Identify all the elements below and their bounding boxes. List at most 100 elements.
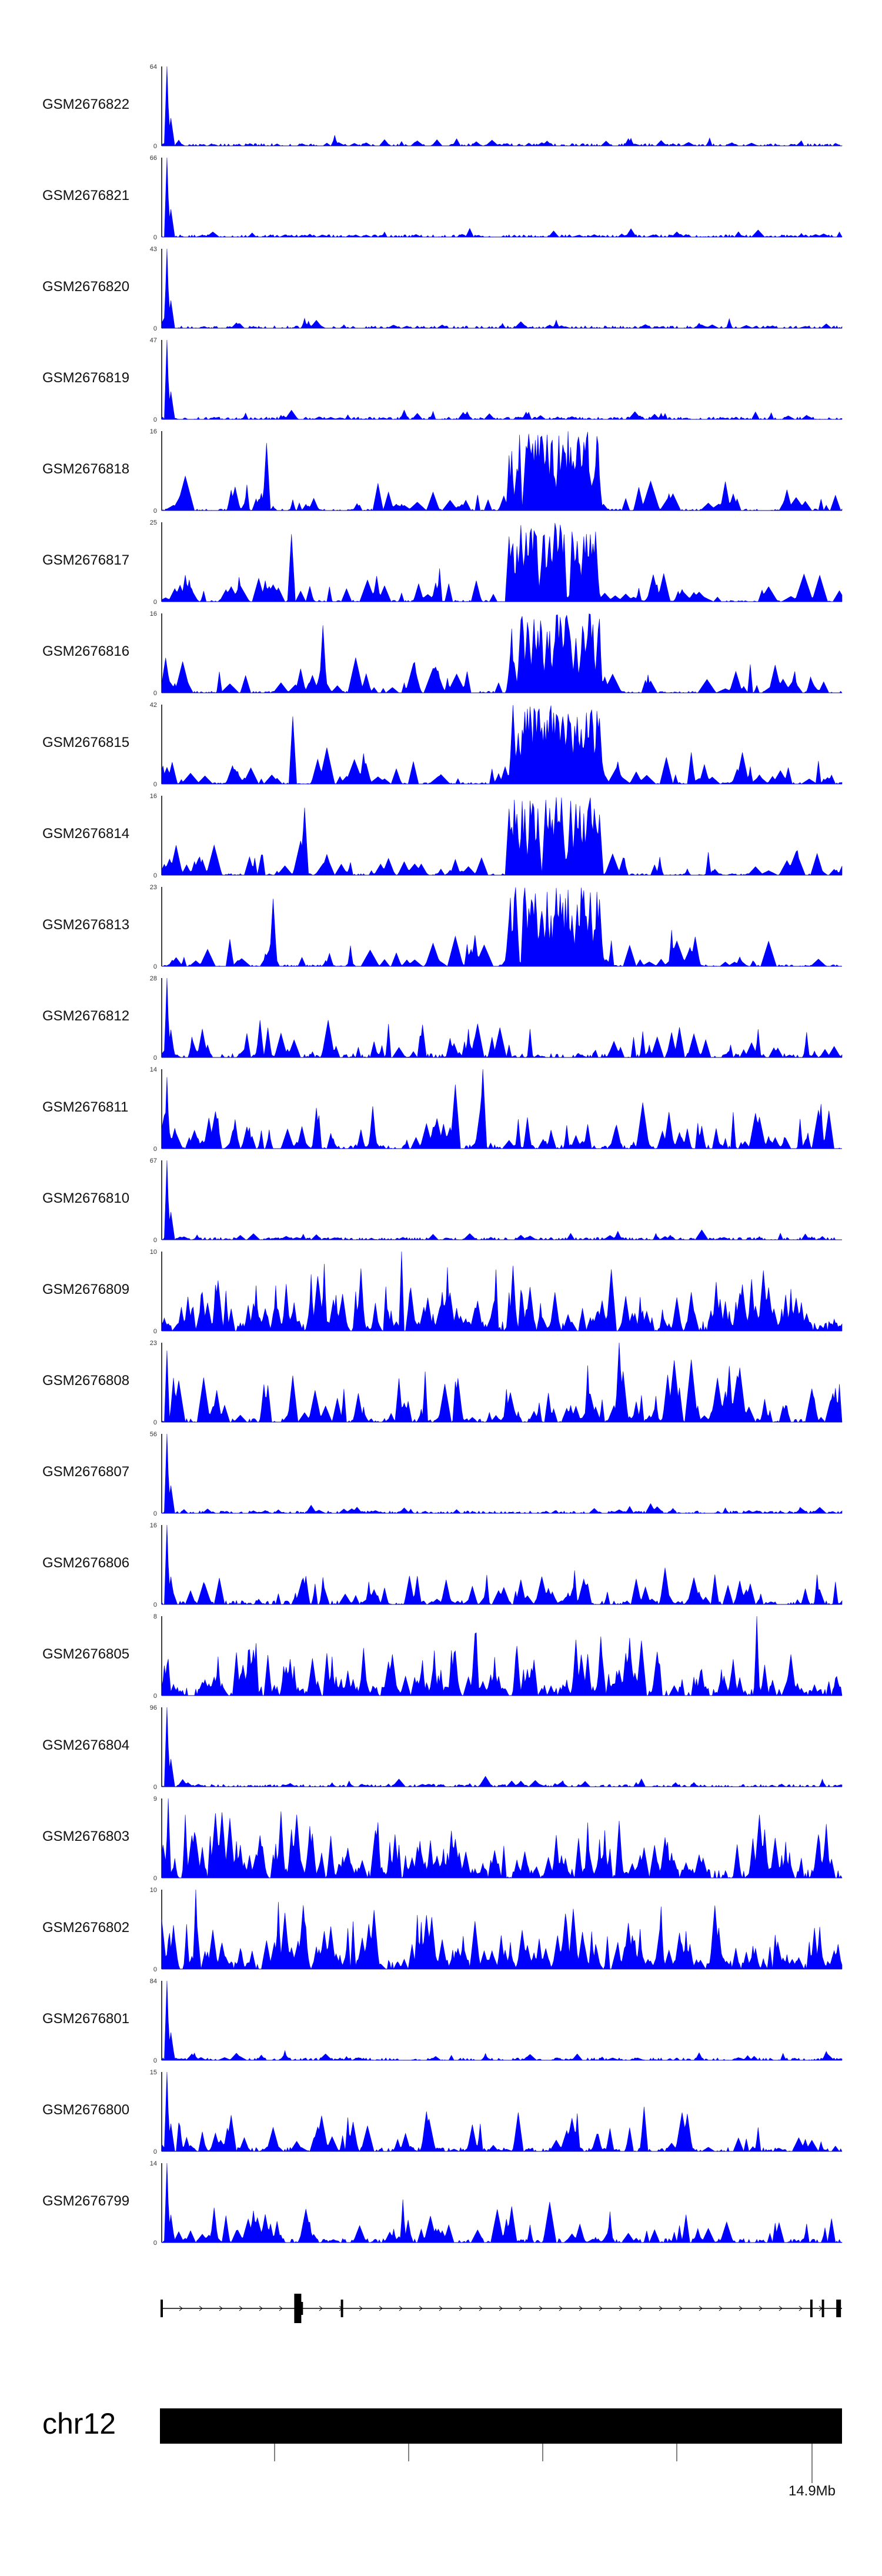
strand-arrow xyxy=(459,2305,463,2311)
strand-arrow xyxy=(179,2305,183,2311)
track-label: GSM2676804 xyxy=(42,1737,129,1753)
track-label: GSM2676816 xyxy=(42,643,129,659)
signal-area xyxy=(161,2163,843,2244)
track-label: GSM2676813 xyxy=(42,917,129,933)
track: GSM2676814 16 0 xyxy=(42,793,843,879)
signal-area xyxy=(161,523,843,603)
track-label: GSM2676817 xyxy=(42,552,129,568)
strand-arrow xyxy=(579,2305,583,2311)
strand-arrow xyxy=(539,2305,543,2311)
strand-arrow xyxy=(319,2305,323,2311)
signal-area xyxy=(161,1251,843,1332)
track-ymax-label: 23 xyxy=(150,1340,157,1347)
track-ymin-label: 0 xyxy=(153,599,157,606)
track-label: GSM2676807 xyxy=(42,1464,129,1480)
gene-exon xyxy=(298,2302,301,2315)
strand-arrow xyxy=(359,2305,363,2311)
track-ymin-label: 0 xyxy=(153,1966,157,1973)
track-ymin-label: 0 xyxy=(153,1328,157,1335)
track-label: GSM2676812 xyxy=(42,1008,129,1024)
signal-tracks: GSM2676822640GSM2676821660GSM2676820430G… xyxy=(42,64,843,2247)
track: GSM2676817 25 0 xyxy=(42,519,843,606)
track-ymax-label: 16 xyxy=(150,793,157,800)
strand-arrow xyxy=(519,2305,523,2311)
track: GSM2676819 47 0 xyxy=(42,337,843,423)
track-ymin-label: 0 xyxy=(153,1419,157,1426)
track-ymax-label: 43 xyxy=(150,246,157,253)
track-ymax-label: 15 xyxy=(150,2069,157,2076)
track-ymax-label: 16 xyxy=(150,610,157,618)
signal-area xyxy=(161,1616,843,1697)
track-ymin-label: 0 xyxy=(153,872,157,879)
track-ymax-label: 28 xyxy=(150,975,157,982)
signal-area xyxy=(161,797,843,876)
strand-arrow xyxy=(719,2305,723,2311)
signal-area xyxy=(161,2071,843,2153)
track-ymin-label: 0 xyxy=(153,1510,157,1517)
track-label: GSM2676822 xyxy=(42,96,129,112)
track-label: GSM2676800 xyxy=(42,2102,129,2118)
strand-arrow xyxy=(659,2305,663,2311)
strand-arrow xyxy=(259,2305,263,2311)
track-ymax-label: 10 xyxy=(150,1249,157,1256)
track-ymax-label: 64 xyxy=(150,64,157,71)
signal-area xyxy=(161,1798,843,1879)
strand-arrow xyxy=(479,2305,483,2311)
signal-area xyxy=(161,1433,843,1514)
track-ymax-label: 67 xyxy=(150,1157,157,1164)
strand-arrow xyxy=(679,2305,683,2311)
track-ymax-label: 25 xyxy=(150,519,157,526)
track-label: GSM2676815 xyxy=(42,735,129,750)
track-ymin-label: 0 xyxy=(153,234,157,241)
track: GSM2676799 14 0 xyxy=(42,2160,843,2247)
track: GSM2676806 16 0 xyxy=(42,1522,843,1609)
track: GSM2676810 67 0 xyxy=(42,1157,842,1244)
signal-area xyxy=(161,1889,843,1970)
track-ymax-label: 23 xyxy=(150,884,157,891)
strand-arrow xyxy=(639,2305,643,2311)
track-label: GSM2676809 xyxy=(42,1282,129,1297)
track-ymin-label: 0 xyxy=(153,1784,157,1791)
track-ymin-label: 0 xyxy=(153,2240,157,2247)
gene-exon xyxy=(294,2294,302,2323)
track: GSM2676812 28 0 xyxy=(42,975,843,1062)
track: GSM2676822 64 0 xyxy=(42,64,843,150)
track: GSM2676804 96 0 xyxy=(42,1704,843,1791)
track-ymax-label: 14 xyxy=(150,1066,157,1073)
track-label: GSM2676818 xyxy=(42,461,129,477)
signal-area xyxy=(161,339,843,420)
track-label: GSM2676806 xyxy=(42,1555,129,1571)
signal-area xyxy=(161,66,843,146)
strand-arrow xyxy=(559,2305,563,2311)
signal-area xyxy=(161,1707,843,1787)
coordinate-label: 14.9Mb xyxy=(789,2483,836,2499)
gene-exon xyxy=(340,2300,343,2317)
track-ymin-label: 0 xyxy=(153,963,157,970)
track-label: GSM2676799 xyxy=(42,2193,129,2209)
track-ymin-label: 0 xyxy=(153,690,157,697)
track-ymax-label: 16 xyxy=(150,428,157,435)
signal-area xyxy=(161,977,843,1059)
track-label: GSM2676811 xyxy=(42,1099,128,1115)
gene-exon xyxy=(161,2300,163,2317)
gene-exon xyxy=(300,2302,303,2315)
signal-area xyxy=(162,887,843,967)
coordinate-ticks xyxy=(274,2444,813,2483)
track-label: GSM2676805 xyxy=(42,1646,129,1662)
track-ymin-label: 0 xyxy=(153,508,157,515)
track: GSM2676801 84 0 xyxy=(42,1978,843,2064)
signal-area xyxy=(161,705,843,785)
track: GSM2676807 56 0 xyxy=(42,1431,843,1517)
strand-arrow xyxy=(199,2305,203,2311)
track: GSM2676809 10 0 xyxy=(42,1249,843,1335)
track-label: GSM2676802 xyxy=(42,1920,129,1936)
track: GSM2676815 42 0 xyxy=(42,702,843,788)
track-label: GSM2676810 xyxy=(42,1190,129,1206)
track-label: GSM2676803 xyxy=(42,1828,129,1844)
track-ymin-label: 0 xyxy=(153,1237,157,1244)
strand-arrow xyxy=(759,2305,763,2311)
track: GSM2676818 16 0 xyxy=(42,428,843,515)
track-ymax-label: 56 xyxy=(150,1431,157,1438)
track-ymin-label: 0 xyxy=(153,2148,157,2155)
track-ymin-label: 0 xyxy=(153,1601,157,1609)
